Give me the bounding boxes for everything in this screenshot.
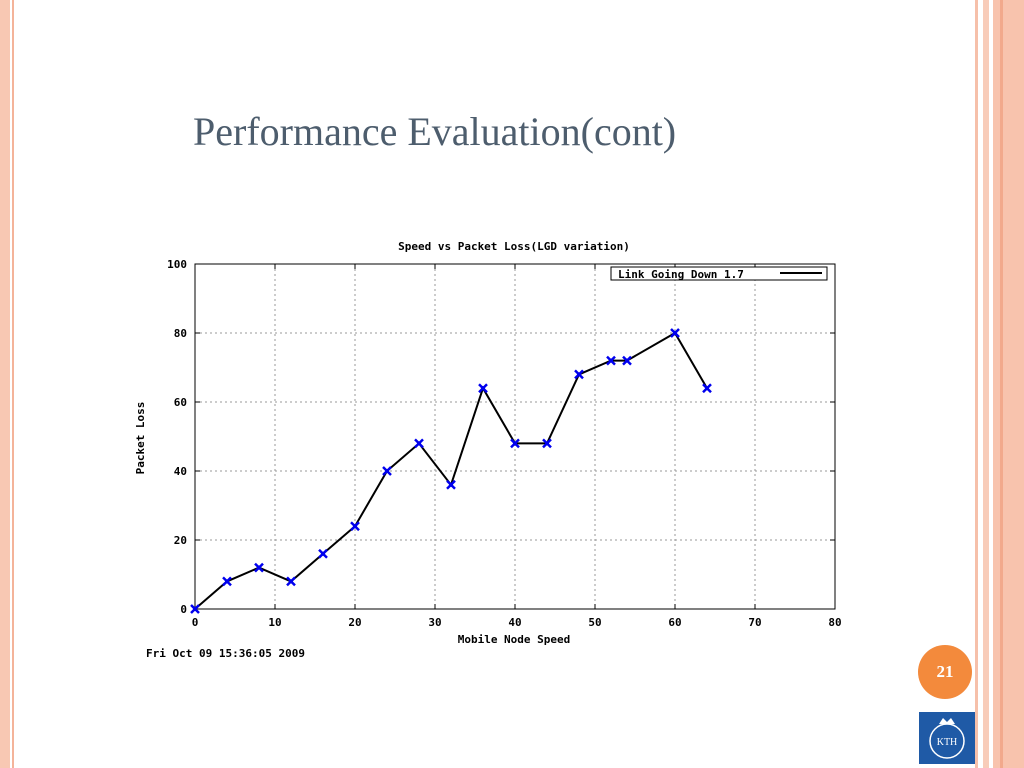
data-point-core [625,358,629,363]
data-point-core [193,607,197,611]
x-tick-label: 0 [192,616,199,629]
slide-title: Performance Evaluation(cont) [193,109,677,154]
y-tick-label: 0 [180,603,187,616]
kth-logo: KTH [919,712,975,764]
x-tick-label: 30 [428,616,441,629]
y-tick-label: 40 [174,465,187,478]
data-point [510,438,520,449]
data-point [254,562,264,573]
data-point-core [673,331,677,335]
page-number-badge: 21 [918,645,972,699]
left-border-band [0,0,10,768]
timestamp-label: Fri Oct 09 15:36:05 2009 [146,647,305,660]
data-point-core [385,469,389,473]
right-border-band [993,0,1024,768]
data-point [670,328,680,338]
y-tick-label: 60 [174,396,187,409]
chart-ticks: 0 10 20 30 40 50 60 70 80 0 20 40 60 80 100 [167,258,842,629]
data-point-core [705,386,709,391]
data-point-core [289,579,293,584]
data-point-core [577,372,581,377]
x-tick-label: 20 [348,616,361,629]
data-point [446,479,456,490]
x-tick-label: 80 [828,616,841,629]
x-tick-label: 40 [508,616,521,629]
data-point [542,438,552,449]
data-point [222,576,232,587]
legend-label: Link Going Down 1.7 [618,268,744,281]
right-border-stripe [1000,0,1003,768]
series-layer [190,328,712,614]
x-tick-label: 60 [668,616,681,629]
data-point-core [449,482,453,487]
data-point [382,466,392,476]
data-point-core [417,441,421,446]
data-point [286,576,296,587]
data-point [414,438,424,449]
legend-box [610,266,828,281]
data-point-core [545,441,549,446]
data-point [606,355,616,366]
data-point-core [353,524,357,529]
data-point-core [257,565,261,570]
data-point [350,521,360,532]
chart-legend: Link Going Down 1.7 [610,266,828,281]
y-tick-label: 20 [174,534,187,547]
x-tick-label: 10 [268,616,281,629]
y-tick-label: 80 [174,327,187,340]
data-point-core [513,441,517,446]
data-point-core [321,551,325,556]
data-point [574,369,584,380]
page-number: 21 [936,662,954,681]
x-tick-label: 50 [588,616,601,629]
x-axis-label: Mobile Node Speed [458,633,571,646]
data-point [190,604,200,614]
data-point [622,355,632,366]
data-point-core [225,579,229,584]
logo-text: KTH [937,737,958,748]
y-axis-label: Packet Loss [134,402,147,475]
data-point-core [481,386,485,391]
y-tick-label: 100 [167,258,187,271]
data-point [702,383,712,394]
right-border-stripe [975,0,978,768]
left-border-line [12,0,14,768]
data-point [318,548,328,559]
chart-grid [195,264,835,609]
chart-title: Speed vs Packet Loss(LGD variation) [398,240,630,253]
x-tick-label: 70 [748,616,761,629]
data-point-core [609,358,613,363]
data-point [478,383,488,394]
right-border-stripe [983,0,989,768]
